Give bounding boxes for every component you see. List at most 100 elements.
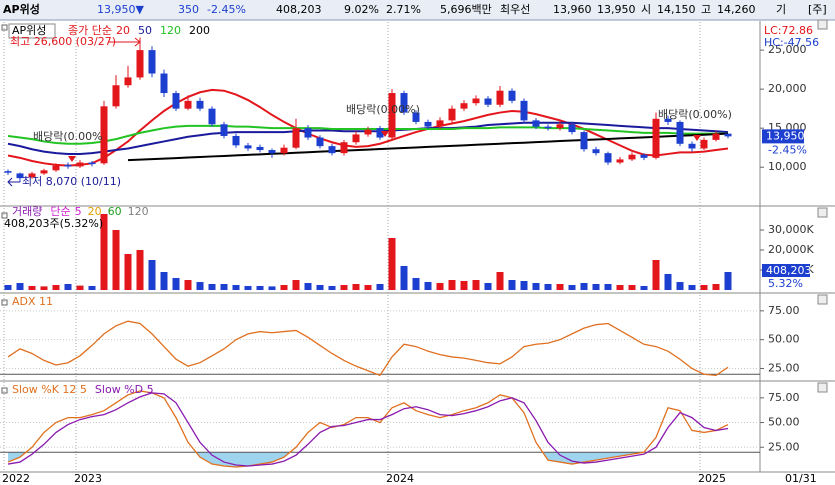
volume-bar xyxy=(28,286,36,290)
candle-body xyxy=(28,173,36,178)
volume-bar xyxy=(196,282,204,290)
candle-body xyxy=(424,121,432,127)
candle-body xyxy=(136,50,144,78)
candle-body xyxy=(580,132,588,150)
volume-bar xyxy=(112,230,120,290)
candle-body xyxy=(208,108,216,125)
candle-body xyxy=(220,124,228,136)
candle-body xyxy=(304,128,312,138)
header-bar xyxy=(0,0,835,20)
moving-average xyxy=(127,132,729,162)
y-tick-label: 30,000K xyxy=(768,223,814,236)
volume-bar xyxy=(124,254,132,290)
last-volume-box xyxy=(762,264,810,277)
candle-body xyxy=(292,128,300,148)
volume-bar xyxy=(652,260,660,290)
header-cell: 고 xyxy=(701,3,711,16)
candle-body xyxy=(268,150,276,154)
change-label: -2.45% xyxy=(768,143,807,156)
volume-bar xyxy=(472,280,480,290)
volume-bar xyxy=(256,286,264,290)
volume-bar xyxy=(616,285,624,290)
annotation: 최고 26,600 (03/27) xyxy=(10,35,116,48)
volume-bar xyxy=(376,284,384,290)
candle-body xyxy=(652,118,660,158)
indicator-line xyxy=(7,392,729,467)
candle-body xyxy=(352,134,360,143)
legend-item: 20 xyxy=(116,24,130,37)
volume-bar xyxy=(424,282,432,290)
candle-body xyxy=(196,100,204,109)
y-tick-label: 75.00 xyxy=(768,391,800,404)
candle-body xyxy=(520,100,528,121)
legend-item: 200 xyxy=(189,24,210,37)
candle-body xyxy=(556,124,564,129)
y-tick-label: 20,000 xyxy=(768,82,807,95)
date-label: 01/31 xyxy=(785,472,817,485)
candle-body xyxy=(40,170,48,174)
volume-bar xyxy=(724,272,732,290)
candle-body xyxy=(64,164,72,167)
header-cell: 13,950▼ xyxy=(97,3,144,16)
header-cell: 2.71% xyxy=(386,3,421,16)
volume-bar xyxy=(328,286,336,290)
stock-name: AP위성 xyxy=(3,2,40,16)
legend-item: Slow %K 12 5 xyxy=(12,383,87,396)
candle-body xyxy=(316,137,324,147)
volume-bar xyxy=(568,285,576,290)
volume-bar xyxy=(364,285,372,290)
header-cell: 최우선 xyxy=(500,3,530,16)
volume-bar xyxy=(136,250,144,290)
candle-body xyxy=(16,173,24,179)
candle-body xyxy=(532,120,540,127)
y-tick-label: 25.00 xyxy=(768,440,800,453)
volume-bar xyxy=(292,280,300,290)
candle-body xyxy=(376,128,384,138)
dividend-marker xyxy=(693,135,701,141)
last-price-box xyxy=(762,129,804,144)
chart-title: ADX 11 xyxy=(12,295,53,308)
volume-bar xyxy=(628,285,636,290)
volume-bar xyxy=(448,280,456,290)
volume-bar xyxy=(76,285,84,290)
x-tick-label: 2023 xyxy=(74,472,102,485)
chart-subtitle: 408,203주(5.32%) xyxy=(4,217,103,230)
chart-title: 거래량 xyxy=(12,205,42,218)
volume-bar xyxy=(16,283,24,290)
volume-bar xyxy=(232,285,240,290)
dividend-marker xyxy=(381,131,389,137)
x-tick-label: 2024 xyxy=(386,472,414,485)
volume-bar xyxy=(400,266,408,290)
candle-body xyxy=(4,171,12,173)
candle-body xyxy=(724,133,732,137)
volume-bar xyxy=(676,282,684,290)
y-tick-label: 75.00 xyxy=(768,304,800,317)
candle-body xyxy=(124,77,132,86)
volume-bar xyxy=(160,272,168,290)
volume-bar xyxy=(40,286,48,290)
volume-bar xyxy=(688,285,696,290)
volume-bar xyxy=(520,281,528,290)
candle-body xyxy=(88,162,96,165)
legend-item: 120 xyxy=(160,24,181,37)
y-tick-label: 25,000 xyxy=(768,43,807,56)
candle-body xyxy=(100,106,108,164)
candle-body xyxy=(436,120,444,127)
header-cell: 9.02% xyxy=(344,3,379,16)
volume-bar xyxy=(508,280,516,290)
candle-body xyxy=(256,146,264,151)
volume-bar xyxy=(700,285,708,290)
volume-bar xyxy=(172,278,180,290)
volume-bar xyxy=(496,272,504,290)
panel-button xyxy=(817,19,828,30)
legend-item: Slow %D 5 xyxy=(95,383,154,396)
legend-item: 50 xyxy=(138,24,152,37)
chart-area xyxy=(0,21,835,485)
candle-body xyxy=(148,50,156,74)
candle-body xyxy=(700,139,708,149)
candle-body xyxy=(172,93,180,109)
candle-body xyxy=(280,147,288,154)
candle-body xyxy=(412,112,420,122)
hc-label: HC:-47.56 xyxy=(764,36,819,49)
header-cell: [주] xyxy=(808,3,827,16)
